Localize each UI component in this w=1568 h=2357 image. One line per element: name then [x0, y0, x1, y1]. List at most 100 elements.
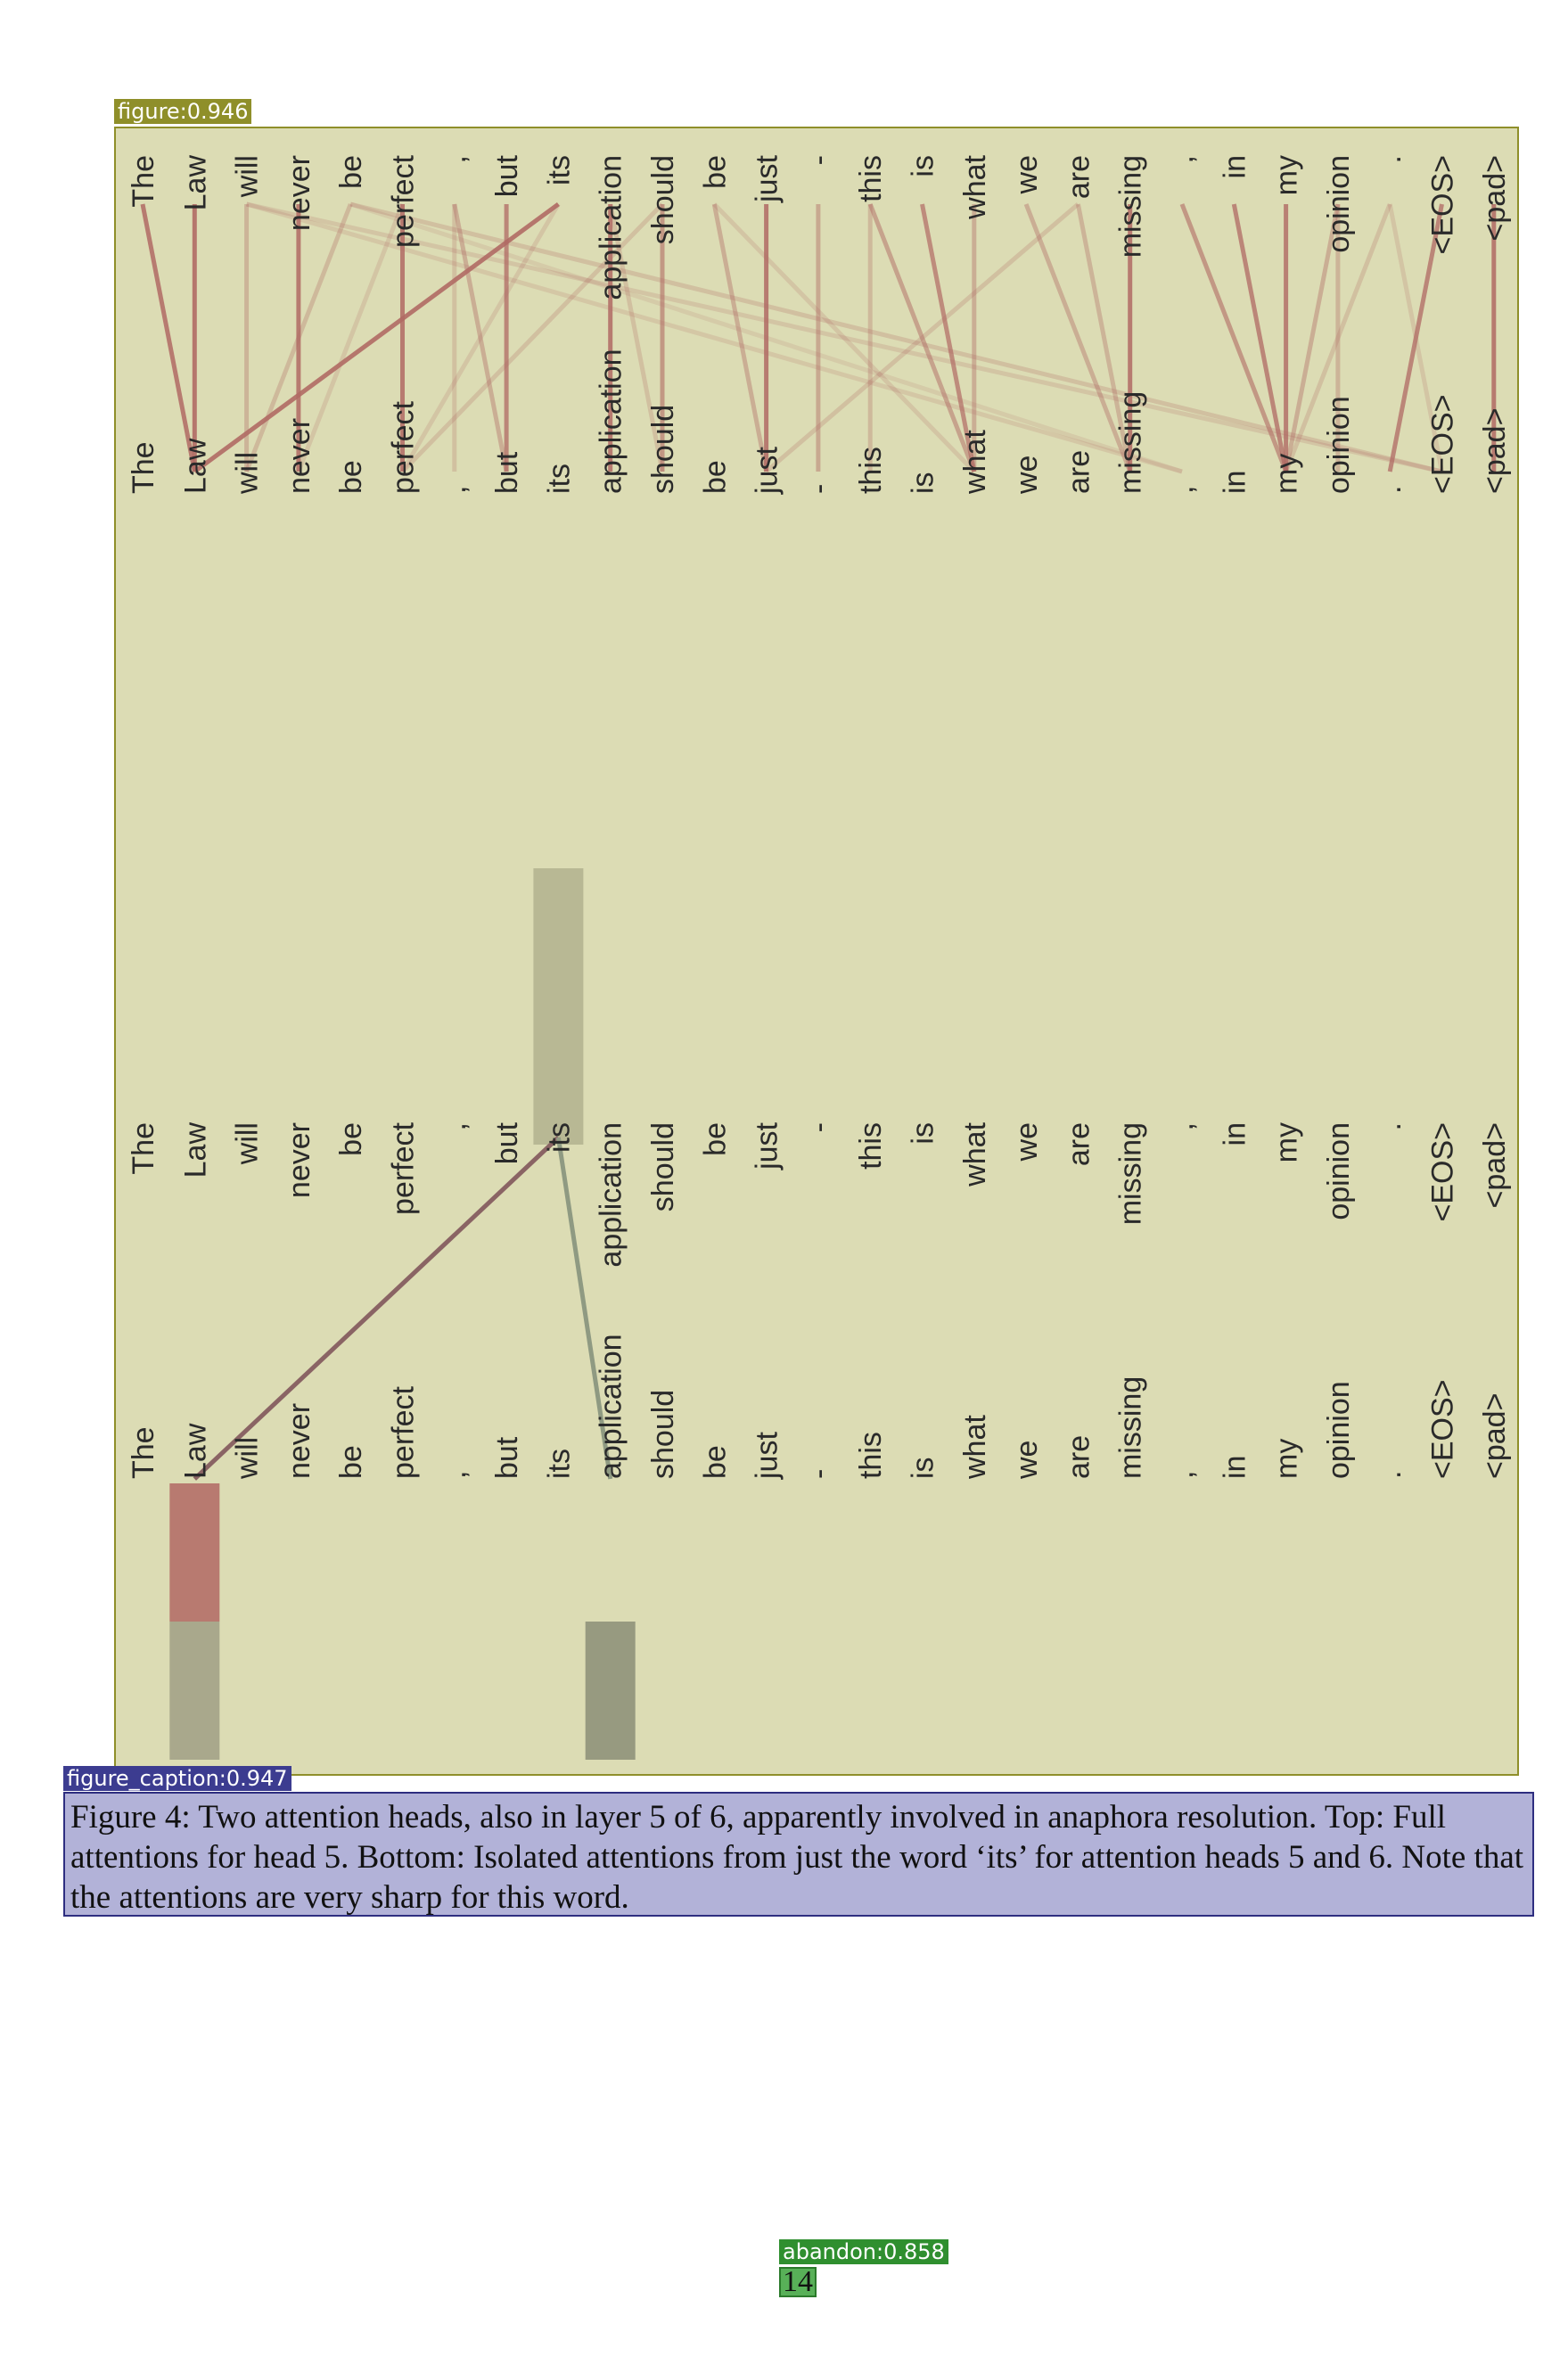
token-label: Law — [178, 155, 212, 211]
token-label: but — [490, 154, 524, 197]
token-label: should — [646, 1390, 680, 1479]
token-label: opinion — [1322, 1122, 1356, 1220]
top-attention-link-26 — [920, 203, 977, 472]
token-label: opinion — [1322, 396, 1356, 494]
token-label: just — [751, 154, 784, 202]
token-label: just — [751, 447, 784, 495]
token-label: <EOS> — [1426, 1379, 1460, 1479]
token-label: , — [439, 486, 472, 494]
caption-detection-label: figure_caption:0.947 — [63, 1766, 291, 1791]
token-label: . — [1374, 155, 1408, 163]
top-attention-link-32 — [1179, 203, 1288, 472]
token-label: but — [490, 451, 524, 494]
token-label: never — [283, 418, 316, 494]
token-label: <pad> — [1478, 155, 1512, 241]
token-label: be — [334, 460, 368, 494]
token-labels: The Law will never be perfect, but its applicati… — [127, 154, 1512, 1480]
token-label: are — [1062, 450, 1096, 494]
top-attention-link-19 — [400, 202, 664, 473]
token-label: this — [854, 1122, 888, 1170]
token-label: just — [751, 1121, 784, 1170]
token-label: The — [127, 155, 160, 208]
token-label: should — [646, 405, 680, 494]
token-label: be — [698, 1445, 732, 1479]
top-attention-link-39 — [1387, 203, 1444, 472]
token-label: missing — [1114, 1376, 1148, 1479]
token-label: , — [439, 1471, 472, 1479]
top-attention-link-15 — [400, 202, 561, 473]
token-label: is — [907, 1122, 940, 1145]
law-highlight-head5-lower — [169, 1622, 220, 1760]
token-label: The — [127, 1122, 160, 1175]
token-label: will — [231, 1437, 265, 1480]
top-attention-link-14 — [193, 201, 560, 474]
token-label: is — [907, 472, 940, 494]
token-label: Law — [178, 438, 212, 494]
token-label: is — [907, 155, 940, 177]
token-label: opinion — [1322, 1381, 1356, 1479]
token-label: , — [1166, 1122, 1200, 1130]
token-label: what — [958, 154, 992, 219]
token-label: . — [1374, 1122, 1408, 1130]
token-label: <pad> — [1478, 1393, 1512, 1479]
token-label: are — [1062, 1122, 1096, 1166]
token-label: , — [1166, 1471, 1200, 1479]
token-label: missing — [1114, 1122, 1148, 1225]
token-label: application — [595, 1122, 628, 1268]
top-attention-link-21 — [712, 202, 976, 473]
token-label: we — [1010, 456, 1044, 495]
token-label: we — [1010, 155, 1044, 194]
token-label: in — [1218, 155, 1252, 178]
top-attention-link-30 — [764, 202, 1080, 473]
token-label: my — [1270, 454, 1304, 494]
page-number: 14 — [779, 2267, 817, 2297]
token-label: perfect — [387, 401, 421, 494]
token-label: Law — [178, 1423, 212, 1479]
token-label: but — [490, 1436, 524, 1479]
token-label: application — [595, 349, 628, 494]
top-attention-link-35 — [1284, 203, 1341, 472]
top-attention-link-28 — [1023, 203, 1133, 472]
token-label: <pad> — [1478, 408, 1512, 494]
bottom-attention-links — [193, 1136, 613, 1481]
token-label: its — [542, 1449, 576, 1479]
application-highlight-head6 — [585, 1622, 636, 1760]
top-attention-link-7 — [349, 201, 1443, 474]
top-attention-link-33 — [1231, 203, 1289, 472]
token-label: should — [646, 1122, 680, 1211]
token-label: we — [1010, 1122, 1044, 1162]
token-label: . — [1374, 1471, 1408, 1479]
figure-caption-text: Figure 4: Two attention heads, also in l… — [70, 1799, 1524, 1916]
token-label: should — [646, 155, 680, 244]
token-label: The — [127, 441, 160, 494]
token-label: its — [542, 1122, 576, 1153]
token-label: what — [958, 1415, 992, 1480]
top-attention-link-37 — [1284, 203, 1392, 472]
top-attention-links — [140, 201, 1497, 474]
token-label: we — [1010, 1441, 1044, 1480]
token-label: its — [542, 464, 576, 494]
token-label: in — [1218, 1456, 1252, 1479]
token-label: , — [1166, 155, 1200, 163]
top-attention-link-4 — [246, 201, 1443, 474]
law-highlight-head5 — [169, 1483, 220, 1622]
token-label: be — [698, 460, 732, 494]
top-attention-link-24 — [867, 203, 977, 472]
token-label: my — [1270, 1439, 1304, 1479]
token-label: this — [854, 155, 888, 202]
token-label: , — [439, 1122, 472, 1130]
token-label: be — [334, 1445, 368, 1479]
page-number-text: 14 — [783, 2265, 813, 2298]
figure-caption: Figure 4: Two attention heads, also in l… — [63, 1792, 1534, 1917]
token-label: , — [439, 155, 472, 163]
token-label: missing — [1114, 391, 1148, 494]
figure-detection-label: figure:0.946 — [114, 99, 252, 124]
token-label: what — [958, 430, 992, 495]
token-label: <EOS> — [1426, 1122, 1460, 1222]
token-label: missing — [1114, 155, 1148, 258]
head6-link — [555, 1137, 613, 1480]
token-label: will — [231, 1122, 265, 1165]
token-label: my — [1270, 155, 1304, 195]
top-attention-link-10 — [296, 203, 405, 472]
top-attention-link-29 — [1075, 203, 1133, 472]
